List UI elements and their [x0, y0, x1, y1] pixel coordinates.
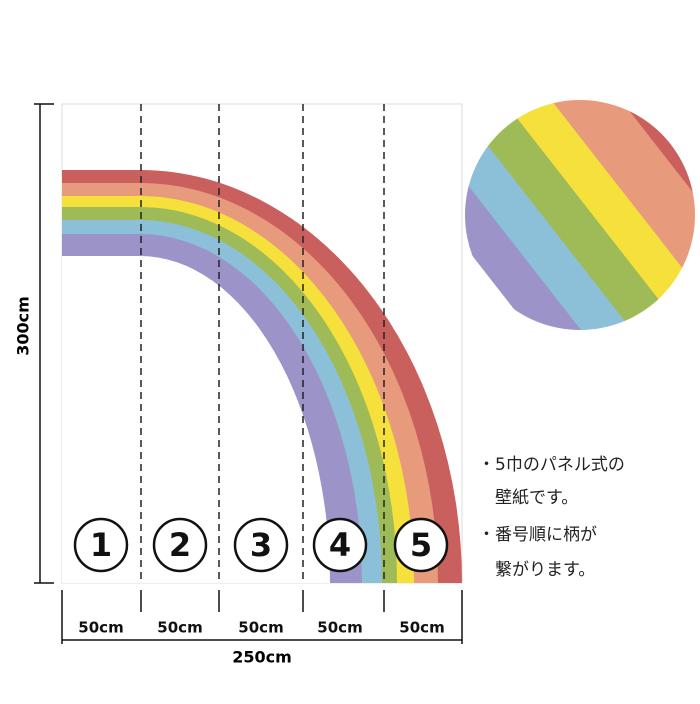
panel-number: 3 [250, 526, 272, 564]
zoom-band [497, 100, 695, 330]
height-label: 300cm [14, 296, 33, 356]
panel-number: 2 [169, 526, 191, 564]
note-line: 壁紙です。 [495, 488, 578, 508]
panel-number-circle [393, 517, 449, 573]
note-line: ・5巾のパネル式の [478, 455, 625, 475]
height-dimension [34, 103, 54, 584]
panel-width-label: 50cm [317, 619, 362, 637]
panel-number-circle [312, 517, 368, 573]
panel-number: 1 [90, 526, 112, 564]
panel-width-label: 50cm [238, 619, 283, 637]
panel-width-label: 50cm [399, 619, 444, 637]
panel-width-label: 50cm [78, 619, 123, 637]
rainbow-band [62, 256, 330, 583]
zoom-band [465, 103, 652, 330]
panel-number: 4 [329, 526, 351, 564]
panel-width-label: 50cm [157, 619, 202, 637]
panel-number: 5 [410, 526, 432, 564]
width-dimension [61, 590, 463, 644]
panel-number-circle [233, 517, 289, 573]
labels: 1 2 3 4 5 50cm 50cm 50cm 50cm 50cm ・5巾のパネル式の壁紙です。・… [73, 455, 625, 637]
note-line: 繋がります。 [495, 560, 595, 580]
panel-dividers [140, 104, 385, 583]
panel-number-circle [152, 517, 208, 573]
note-line: ・番号順に柄が [478, 525, 597, 545]
panel-number-circle [73, 517, 129, 573]
rainbow [62, 170, 462, 583]
total-width-label: 250cm [232, 648, 292, 667]
